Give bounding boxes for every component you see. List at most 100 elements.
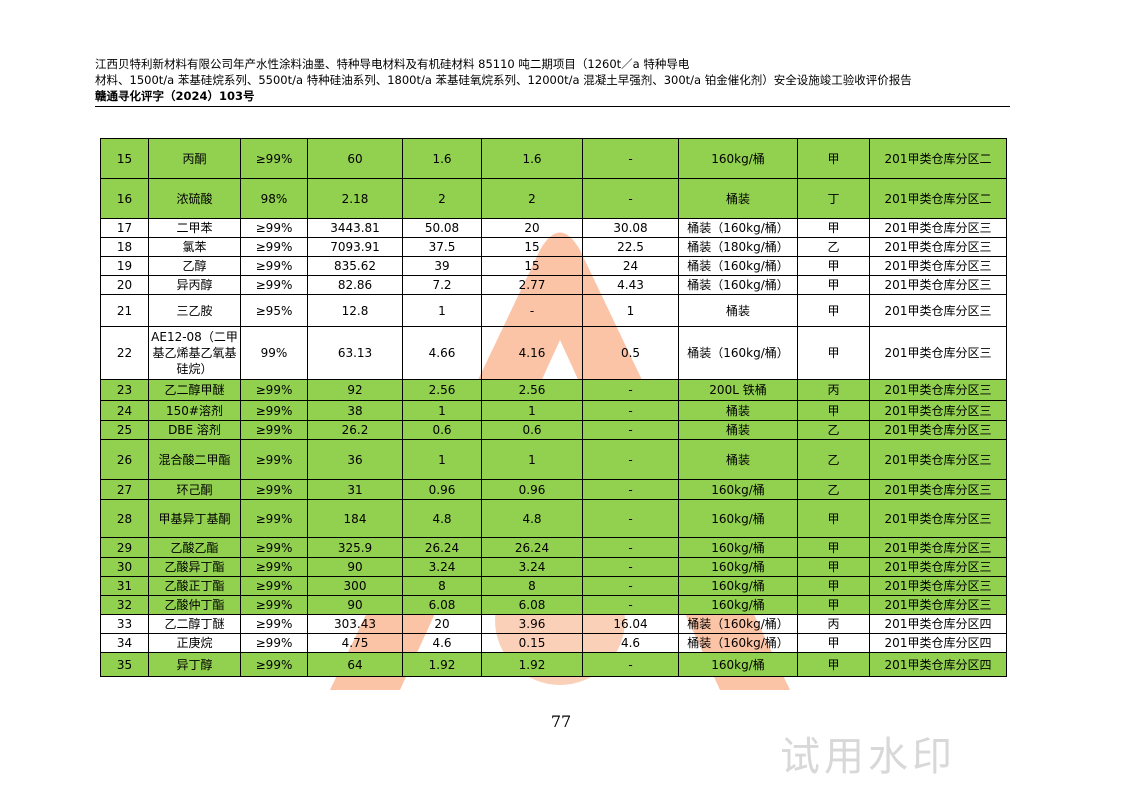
table-cell: 20 (481, 218, 583, 238)
table-cell: 2.56 (481, 379, 583, 401)
table-cell: 12.8 (307, 294, 403, 327)
table-row: 29 乙酸乙酯 ≥99% 325.9 26.24 26.24-160kg/桶甲 201甲类仓… (100, 537, 1007, 558)
table-cell: 1.92 (402, 652, 482, 677)
table-cell: 201甲类仓库分区四 (869, 633, 1007, 653)
table-cell: 乙醇 (148, 256, 241, 276)
table-cell: 15 (481, 237, 583, 257)
table-cell: 4.16 (481, 326, 583, 380)
table-cell: ≥99% (240, 576, 308, 596)
header-title-line2: 材料、1500t/a 苯基硅烷系列、5500t/a 特种硅油系列、1800t/a… (95, 73, 912, 87)
table-cell: 乙二醇甲醚 (148, 379, 241, 401)
table-cell: 4.6 (402, 633, 482, 653)
table-cell: - (582, 439, 679, 480)
table-cell: ≥99% (240, 275, 308, 295)
table-cell: 24 (582, 256, 679, 276)
table-cell: AE12-08（二甲基乙烯基乙氧基硅烷） (148, 326, 241, 380)
table-row: 19 乙醇 ≥99% 835.62 39 15 24 桶装（160kg/桶）甲 201甲类仓库分… (100, 256, 1007, 276)
table-cell: - (582, 499, 679, 538)
page-number: 77 (550, 712, 572, 731)
table-cell: 160kg/桶 (678, 557, 798, 577)
table-row: 23 乙二醇甲醚 ≥99% 92 2.56 2.56-200L 铁桶丙 201甲类仓库分区三 (100, 379, 1007, 401)
table-cell: 2.18 (307, 178, 403, 219)
table-cell: 6.08 (481, 595, 583, 615)
table-cell: 4.8 (481, 499, 583, 538)
table-cell: 桶装（160kg/桶） (678, 218, 798, 238)
table-cell: 201甲类仓库分区三 (869, 237, 1007, 257)
table-cell: 6.08 (402, 595, 482, 615)
table-cell: 160kg/桶 (678, 138, 798, 179)
table-cell: ≥99% (240, 595, 308, 615)
table-cell: 34 (100, 633, 149, 653)
table-cell: 甲 (797, 576, 870, 596)
table-cell: 37.5 (402, 237, 482, 257)
table-cell: ≥99% (240, 633, 308, 653)
table-cell: 201甲类仓库分区三 (869, 275, 1007, 295)
table-cell: 3443.81 (307, 218, 403, 238)
table-cell: 31 (307, 479, 403, 500)
table-cell: 1 (402, 294, 482, 327)
table-cell: 21 (100, 294, 149, 327)
table-cell: 300 (307, 576, 403, 596)
table-cell: 27 (100, 479, 149, 500)
table-cell: 3.24 (481, 557, 583, 577)
table-cell: 甲 (797, 499, 870, 538)
table-cell: 29 (100, 537, 149, 558)
table-cell: 201甲类仓库分区三 (869, 499, 1007, 538)
table-cell: 甲 (797, 256, 870, 276)
table-cell: 甲 (797, 218, 870, 238)
table-cell: 99% (240, 326, 308, 380)
table-cell: 23 (100, 379, 149, 401)
table-cell: 桶装 (678, 178, 798, 219)
table-cell: 201甲类仓库分区三 (869, 576, 1007, 596)
table-cell: 甲 (797, 557, 870, 577)
table-cell: 2 (481, 178, 583, 219)
table-row: 18 氯苯 ≥99% 7093.91 37.5 15 22.5 桶装（180kg/桶）乙 201… (100, 237, 1007, 257)
table-row: 27 环己酮 ≥99% 31 0.96 0.96-160kg/桶乙 201甲类仓库分区三 (100, 479, 1007, 500)
table-cell: 20 (100, 275, 149, 295)
table-cell: 201甲类仓库分区四 (869, 614, 1007, 634)
table-row: 34 正庚烷 ≥99% 4.75 4.6 0.15 4.6 桶装（160kg/桶）甲 201甲类… (100, 633, 1007, 653)
table-cell: 甲 (797, 138, 870, 179)
table-cell: 乙酸正丁酯 (148, 576, 241, 596)
table-cell: 26.24 (402, 537, 482, 558)
table-cell: 98% (240, 178, 308, 219)
table-cell: 303.43 (307, 614, 403, 634)
table-cell: - (582, 138, 679, 179)
table-cell: 36 (307, 439, 403, 480)
table-cell: 160kg/桶 (678, 499, 798, 538)
table-row: 35 异丁醇 ≥99% 64 1.92 1.92-160kg/桶甲 201甲类仓库分区四 (100, 652, 1007, 677)
table-cell: 甲 (797, 275, 870, 295)
table-cell: - (582, 379, 679, 401)
table-cell: 2 (402, 178, 482, 219)
table-row: 17 二甲苯 ≥99% 3443.81 50.08 20 30.08 桶装（160kg/桶）甲… (100, 218, 1007, 238)
table-cell: 乙二醇丁醚 (148, 614, 241, 634)
header-doc-number: 赣通寻化评字（2024）103号 (95, 89, 255, 103)
table-cell: 桶装（160kg/桶） (678, 275, 798, 295)
table-row: 22 AE12-08（二甲基乙烯基乙氧基硅烷） 99% 63.13 4.66 4.16 0.… (100, 326, 1007, 380)
table-cell: 0.96 (481, 479, 583, 500)
table-cell: ≥95% (240, 294, 308, 327)
table-cell: - (481, 294, 583, 327)
table-cell: 50.08 (402, 218, 482, 238)
table-cell: 20 (402, 614, 482, 634)
table-cell: 22 (100, 326, 149, 380)
table-cell: 1 (402, 439, 482, 480)
table-cell: 浓硫酸 (148, 178, 241, 219)
table-row: 26 混合酸二甲酯 ≥99% 36 1 1- 桶装乙 201甲类仓库分区三 (100, 439, 1007, 480)
table-cell: 1 (402, 400, 482, 421)
table-cell: 甲 (797, 326, 870, 380)
table-cell: 30.08 (582, 218, 679, 238)
table-cell: 二甲苯 (148, 218, 241, 238)
table-cell: 桶装（160kg/桶） (678, 256, 798, 276)
table-cell: 201甲类仓库分区二 (869, 138, 1007, 179)
table-cell: 90 (307, 557, 403, 577)
table-cell: ≥99% (240, 614, 308, 634)
table-cell: 乙 (797, 237, 870, 257)
table-cell: - (582, 537, 679, 558)
table-cell: 1.92 (481, 652, 583, 677)
table-cell: 60 (307, 138, 403, 179)
table-row: 24 150#溶剂 ≥99% 38 1 1- 桶装甲 201甲类仓库分区三 (100, 400, 1007, 421)
table-cell: 92 (307, 379, 403, 401)
table-cell: 桶装（180kg/桶） (678, 237, 798, 257)
table-cell: 150#溶剂 (148, 400, 241, 421)
